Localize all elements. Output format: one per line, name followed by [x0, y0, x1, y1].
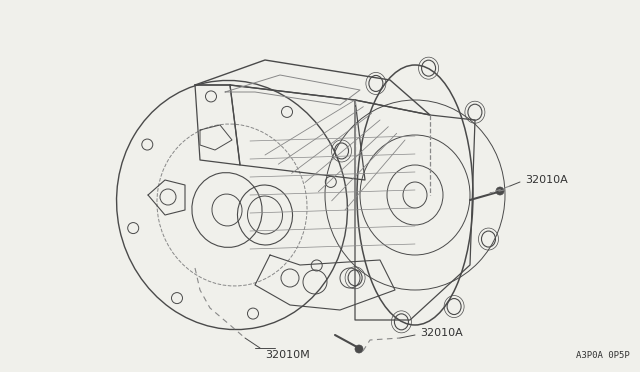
- Circle shape: [496, 187, 504, 195]
- Text: 32010A: 32010A: [525, 175, 568, 185]
- Text: 32010M: 32010M: [265, 350, 310, 360]
- Text: 32010A: 32010A: [420, 328, 463, 338]
- Text: A3P0A 0P5P: A3P0A 0P5P: [576, 351, 630, 360]
- Circle shape: [355, 345, 363, 353]
